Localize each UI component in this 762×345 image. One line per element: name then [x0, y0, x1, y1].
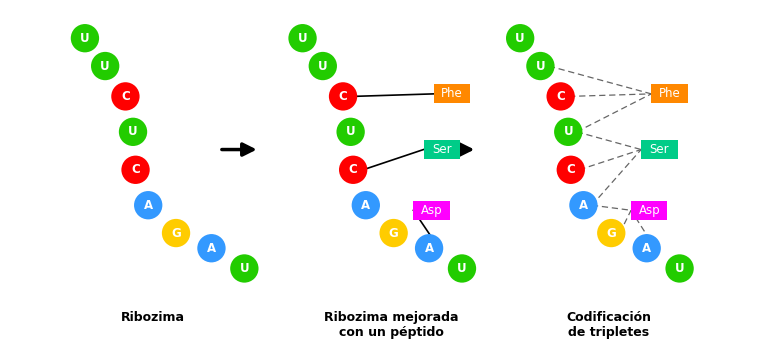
Text: C: C — [556, 90, 565, 103]
Text: U: U — [346, 125, 355, 138]
FancyBboxPatch shape — [631, 201, 668, 220]
FancyBboxPatch shape — [652, 84, 687, 103]
Circle shape — [121, 156, 149, 184]
Text: U: U — [101, 60, 110, 72]
Text: Ribozima: Ribozima — [121, 312, 185, 325]
Text: U: U — [457, 262, 467, 275]
Circle shape — [448, 254, 476, 283]
Circle shape — [527, 52, 555, 80]
Text: Asp: Asp — [421, 204, 443, 217]
Text: U: U — [563, 125, 573, 138]
Circle shape — [379, 219, 408, 247]
Text: G: G — [607, 227, 616, 239]
Circle shape — [554, 118, 582, 146]
Circle shape — [309, 52, 337, 80]
Text: G: G — [389, 227, 399, 239]
Text: A: A — [361, 199, 370, 212]
Circle shape — [197, 234, 226, 263]
FancyBboxPatch shape — [414, 201, 450, 220]
Text: A: A — [143, 199, 152, 212]
Circle shape — [111, 82, 139, 111]
Text: A: A — [579, 199, 588, 212]
Text: A: A — [642, 242, 652, 255]
Text: U: U — [536, 60, 546, 72]
Text: U: U — [318, 60, 328, 72]
Circle shape — [569, 191, 597, 219]
Circle shape — [337, 118, 365, 146]
Text: U: U — [239, 262, 249, 275]
Text: C: C — [566, 163, 575, 176]
Text: Ser: Ser — [432, 143, 452, 156]
Text: Phe: Phe — [658, 87, 680, 100]
Circle shape — [506, 24, 534, 52]
Text: C: C — [338, 90, 347, 103]
Circle shape — [134, 191, 162, 219]
FancyBboxPatch shape — [434, 84, 470, 103]
Circle shape — [329, 82, 357, 111]
Circle shape — [351, 191, 380, 219]
Text: Ribozima mejorada
con un péptido: Ribozima mejorada con un péptido — [324, 312, 459, 339]
FancyBboxPatch shape — [424, 140, 460, 159]
Text: C: C — [349, 163, 357, 176]
Text: U: U — [298, 32, 307, 45]
Text: G: G — [171, 227, 181, 239]
Text: U: U — [128, 125, 138, 138]
Circle shape — [119, 118, 147, 146]
Circle shape — [162, 219, 190, 247]
Circle shape — [556, 156, 585, 184]
Text: C: C — [131, 163, 140, 176]
Text: U: U — [515, 32, 525, 45]
Text: Asp: Asp — [639, 204, 660, 217]
Circle shape — [546, 82, 575, 111]
Circle shape — [91, 52, 120, 80]
Circle shape — [415, 234, 443, 263]
Text: Ser: Ser — [649, 143, 669, 156]
Text: U: U — [80, 32, 90, 45]
Text: U: U — [675, 262, 684, 275]
Text: Codificación
de tripletes: Codificación de tripletes — [566, 312, 652, 339]
Circle shape — [288, 24, 317, 52]
Circle shape — [71, 24, 99, 52]
FancyBboxPatch shape — [641, 140, 677, 159]
Text: A: A — [207, 242, 216, 255]
Text: C: C — [121, 90, 130, 103]
Circle shape — [632, 234, 661, 263]
Text: A: A — [424, 242, 434, 255]
Circle shape — [597, 219, 626, 247]
Circle shape — [339, 156, 367, 184]
Circle shape — [665, 254, 693, 283]
Text: Phe: Phe — [441, 87, 463, 100]
Circle shape — [230, 254, 258, 283]
